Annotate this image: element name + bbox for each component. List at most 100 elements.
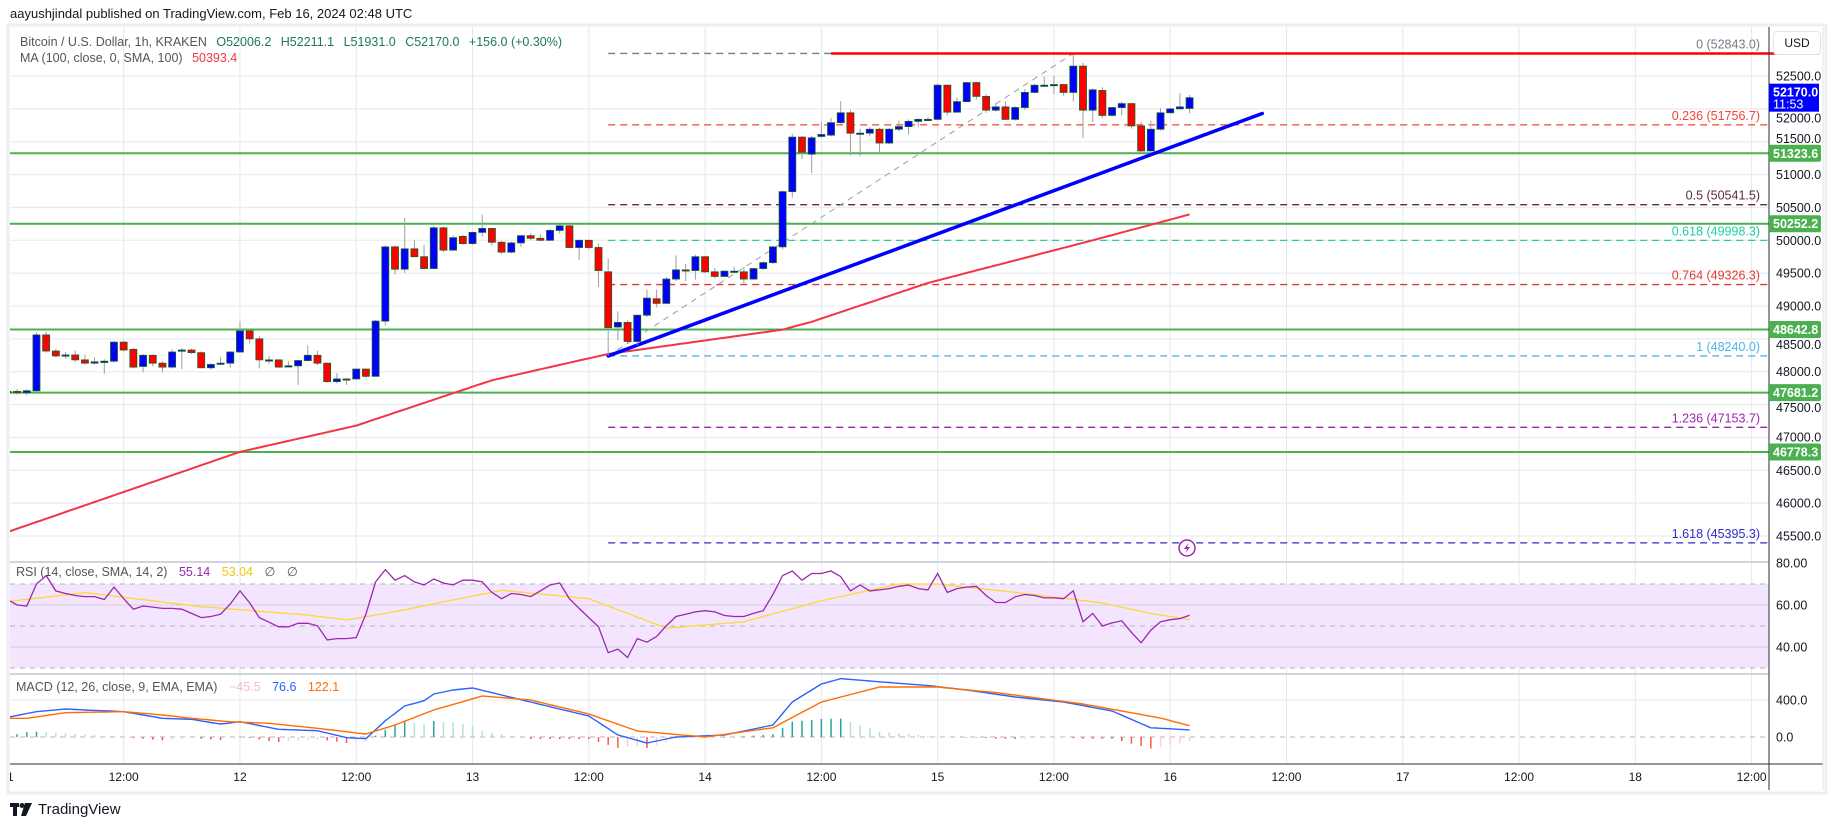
time-axis[interactable]: 11 12:00 12 12:00 13 12:00 14 12:00 15 12:00 16 12:…: [1, 770, 1767, 784]
candle[interactable]: [139, 353, 147, 373]
candle[interactable]: [129, 348, 138, 369]
candle[interactable]: [972, 81, 981, 100]
candle[interactable]: [701, 256, 709, 274]
candle[interactable]: [51, 348, 60, 358]
candle[interactable]: [206, 363, 215, 370]
candle[interactable]: [643, 289, 651, 318]
footer-brand[interactable]: TradingView: [10, 801, 121, 818]
candle[interactable]: [730, 266, 739, 274]
candle[interactable]: [362, 368, 370, 379]
rsi-pane[interactable]: [7, 568, 1769, 669]
candle[interactable]: [1079, 62, 1087, 138]
candle[interactable]: [1001, 101, 1010, 121]
candle[interactable]: [681, 263, 690, 282]
candle[interactable]: [236, 321, 244, 353]
candle[interactable]: [284, 361, 293, 368]
candle[interactable]: [526, 233, 535, 241]
currency-button[interactable]: USD: [1773, 31, 1821, 55]
candle[interactable]: [759, 261, 768, 270]
candle[interactable]: [778, 190, 787, 250]
candle[interactable]: [1098, 87, 1107, 119]
support-price-tag[interactable]: [1769, 320, 1821, 338]
candle[interactable]: [497, 240, 506, 255]
candle[interactable]: [1020, 89, 1029, 111]
candle[interactable]: [584, 239, 593, 250]
candle[interactable]: [391, 245, 399, 275]
support-price-tag[interactable]: [1769, 215, 1821, 233]
candle[interactable]: [352, 368, 361, 380]
candle[interactable]: [517, 235, 525, 247]
candle[interactable]: [168, 349, 177, 369]
support-price-tag[interactable]: [1769, 144, 1821, 162]
candle[interactable]: [894, 120, 903, 132]
candle[interactable]: [1166, 108, 1175, 114]
lightning-event-icon[interactable]: [1178, 539, 1196, 557]
candle[interactable]: [565, 225, 574, 249]
ma-label[interactable]: MA (100, close, 0, SMA, 100): [20, 51, 183, 65]
candle[interactable]: [1175, 93, 1184, 110]
candle[interactable]: [1030, 83, 1039, 94]
candle[interactable]: [546, 229, 554, 241]
candle[interactable]: [1040, 76, 1049, 87]
candle[interactable]: [216, 357, 225, 366]
symbol-name[interactable]: Bitcoin / U.S. Dollar, 1h, KRAKEN: [20, 35, 207, 49]
candle[interactable]: [90, 357, 99, 365]
candle[interactable]: [1156, 108, 1165, 131]
candle[interactable]: [749, 267, 758, 280]
rsi-label[interactable]: RSI (14, close, SMA, 14, 2): [16, 565, 168, 579]
candle[interactable]: [449, 235, 458, 251]
macd-label[interactable]: MACD (12, 26, close, 9, EMA, EMA): [16, 680, 218, 694]
price-pane[interactable]: 0 (52843.0) 0.236 (51756.7) 0.5 (50541.5) 0…: [4, 37, 1769, 557]
candle[interactable]: [865, 127, 874, 137]
candle[interactable]: [933, 83, 942, 121]
candle[interactable]: [478, 214, 487, 237]
candle[interactable]: [604, 258, 613, 356]
candle[interactable]: [323, 362, 332, 383]
candle[interactable]: [788, 133, 797, 198]
candle[interactable]: [400, 217, 409, 274]
candle[interactable]: [22, 389, 31, 396]
candle[interactable]: [924, 116, 932, 121]
candle[interactable]: [875, 127, 884, 153]
candle[interactable]: [856, 128, 865, 157]
candle[interactable]: [429, 225, 438, 270]
candle[interactable]: [982, 94, 990, 113]
candle[interactable]: [962, 81, 971, 103]
candle[interactable]: [943, 84, 952, 116]
candle[interactable]: [119, 340, 128, 352]
candle[interactable]: [1059, 83, 1068, 96]
candle[interactable]: [652, 289, 661, 308]
candle[interactable]: [507, 241, 516, 254]
candle[interactable]: [555, 224, 564, 234]
candle[interactable]: [158, 361, 167, 373]
candle[interactable]: [81, 354, 89, 365]
candle[interactable]: [662, 277, 671, 305]
candle[interactable]: [313, 350, 322, 366]
candle[interactable]: [1185, 94, 1194, 114]
candle[interactable]: [1127, 102, 1136, 129]
candle[interactable]: [332, 373, 341, 384]
candle[interactable]: [371, 319, 380, 377]
candle[interactable]: [672, 255, 680, 282]
candle[interactable]: [187, 348, 196, 354]
candle[interactable]: [807, 135, 816, 174]
candle[interactable]: [1011, 106, 1020, 121]
candle[interactable]: [1137, 121, 1146, 153]
candle[interactable]: [1117, 101, 1126, 116]
candle[interactable]: [623, 320, 632, 345]
candle[interactable]: [798, 135, 806, 159]
candle[interactable]: [904, 119, 913, 135]
candle[interactable]: [226, 351, 235, 368]
candle[interactable]: [991, 102, 1000, 112]
candle[interactable]: [245, 329, 254, 344]
candle[interactable]: [458, 235, 467, 245]
candle[interactable]: [255, 336, 264, 369]
candle[interactable]: [827, 118, 835, 137]
candle[interactable]: [836, 100, 845, 124]
candle[interactable]: [32, 332, 41, 393]
candle[interactable]: [739, 266, 748, 285]
trendline[interactable]: [606, 111, 1265, 358]
candle[interactable]: [303, 345, 312, 362]
candle[interactable]: [1108, 106, 1116, 117]
